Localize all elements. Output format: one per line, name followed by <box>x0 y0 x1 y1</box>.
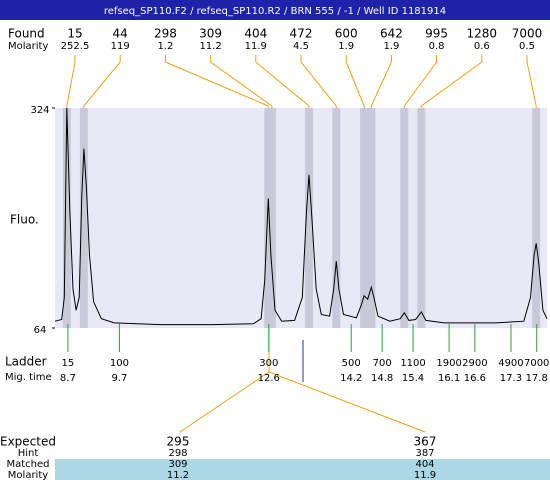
peak-molarity: 1.9 <box>383 41 399 52</box>
found-label: Found <box>8 27 45 41</box>
ladder-size: 2900 <box>462 358 487 369</box>
ladder-size: 15 <box>62 358 75 369</box>
ladder-size: 7000 <box>524 358 549 369</box>
matched-size: 309 <box>168 459 187 470</box>
peak-band <box>417 108 426 328</box>
peak-band <box>79 108 88 328</box>
y-label: Fluo. <box>10 213 39 227</box>
peak-connector <box>370 55 392 108</box>
ladder-label: Ladder <box>5 355 47 369</box>
peak-band <box>304 108 313 328</box>
peak-band <box>532 108 541 328</box>
peak-connector <box>526 55 537 108</box>
peak-size: 472 <box>290 27 313 41</box>
peak-molarity: 252.5 <box>61 41 90 52</box>
ladder-size: 100 <box>110 358 129 369</box>
hint-size: 387 <box>415 448 434 459</box>
ladder-time: 15.4 <box>402 373 424 384</box>
ladder-time: 16.1 <box>438 373 460 384</box>
peak-band <box>367 108 376 328</box>
peak-connector <box>300 55 337 108</box>
peak-connector <box>83 55 121 108</box>
matched-molarity: 11.9 <box>414 470 436 480</box>
peak-molarity: 11.2 <box>199 41 221 52</box>
hint-size: 298 <box>168 448 187 459</box>
header-title: refseq_SP110.F2 / refseq_SP110.R2 / BRN … <box>104 6 446 17</box>
matched-highlight <box>55 459 550 480</box>
peak-connector <box>420 55 483 108</box>
link-line <box>179 371 270 433</box>
peak-size: 404 <box>244 27 267 41</box>
trace <box>54 107 548 326</box>
peak-band <box>267 108 276 328</box>
peak-band <box>400 108 409 328</box>
found-sublabel: Molarity <box>8 41 48 52</box>
y-tick-label: 324 <box>30 105 49 116</box>
peak-band <box>332 108 341 328</box>
peak-size: 600 <box>335 27 358 41</box>
peak-size: 995 <box>425 27 448 41</box>
peak-connector <box>66 55 76 108</box>
header-bar <box>0 0 550 20</box>
molarity-label: Molarity <box>8 470 48 480</box>
ladder-time: 14.8 <box>371 373 393 384</box>
ladder-sublabel: Mig. time <box>5 372 52 383</box>
peak-molarity: 1.2 <box>157 41 173 52</box>
peak-size: 298 <box>154 27 177 41</box>
ladder-time: 9.7 <box>111 373 127 384</box>
peak-connector <box>255 55 310 108</box>
expected-size: 295 <box>167 435 190 449</box>
peak-molarity: 1.9 <box>338 41 354 52</box>
peak-molarity: 11.9 <box>245 41 267 52</box>
ladder-size: 700 <box>373 358 392 369</box>
peak-size: 1280 <box>467 27 498 41</box>
ladder-time: 8.7 <box>60 373 76 384</box>
peak-size: 7000 <box>512 27 543 41</box>
y-tick-label: 64 <box>34 325 47 336</box>
peak-molarity: 0.6 <box>474 41 490 52</box>
matched-molarity: 11.2 <box>167 470 189 480</box>
ladder-size: 1100 <box>400 358 425 369</box>
peak-band <box>360 108 369 328</box>
expected-label: Expected <box>0 435 56 449</box>
ladder-time: 16.6 <box>464 373 486 384</box>
peak-molarity: 0.8 <box>429 41 445 52</box>
peak-molarity: 4.5 <box>293 41 309 52</box>
plot-area <box>55 108 547 328</box>
peak-size: 44 <box>113 27 128 41</box>
peak-connector <box>345 55 365 108</box>
peak-molarity: 0.5 <box>519 41 535 52</box>
ladder-size: 4900 <box>498 358 523 369</box>
ladder-size: 300 <box>259 358 278 369</box>
peak-size: 642 <box>380 27 403 41</box>
matched-size: 404 <box>415 459 434 470</box>
ladder-size: 1900 <box>436 358 461 369</box>
ladder-time: 17.3 <box>500 373 522 384</box>
peak-connector <box>210 55 273 108</box>
link-line <box>268 371 426 433</box>
peak-connector <box>403 55 438 108</box>
peak-band <box>62 108 71 328</box>
expected-size: 367 <box>414 435 437 449</box>
peak-connector <box>164 55 269 108</box>
peak-molarity: 119 <box>111 41 130 52</box>
ladder-time: 17.8 <box>526 373 548 384</box>
ladder-size: 500 <box>342 358 361 369</box>
peak-size: 309 <box>199 27 222 41</box>
matched-label: Matched <box>6 459 49 470</box>
hint-label: Hint <box>18 448 39 459</box>
peak-size: 15 <box>67 27 82 41</box>
ladder-time: 14.2 <box>340 373 362 384</box>
ladder-time: 12.6 <box>258 373 280 384</box>
